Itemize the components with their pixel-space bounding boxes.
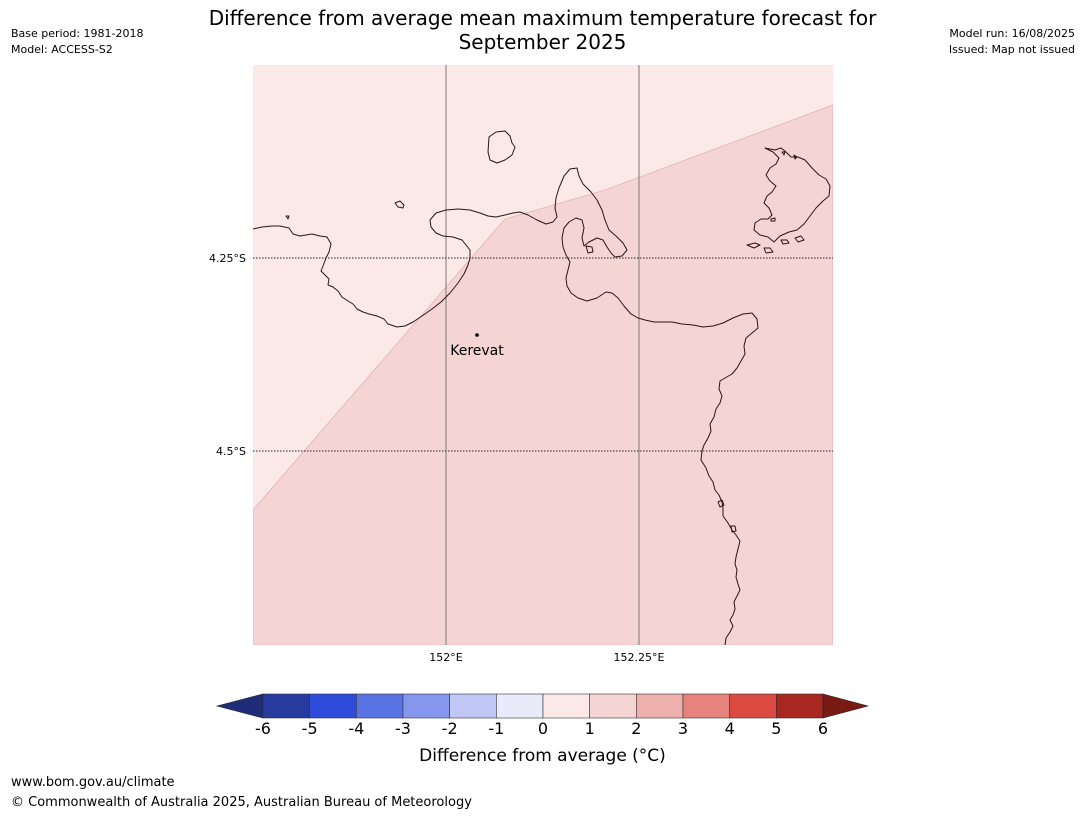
kerevat-marker — [475, 333, 479, 337]
colorbar-tick-label: -5 — [301, 719, 318, 738]
islet-bay — [585, 245, 594, 254]
colorbar — [215, 693, 870, 719]
colorbar-tick-label: -2 — [441, 719, 458, 738]
colorbar-swatch — [542, 693, 590, 719]
lon-label-152e: 152°E — [429, 651, 462, 664]
model-run-text: Model run: 16/08/2025 — [949, 27, 1075, 40]
islet-east-a — [746, 242, 761, 249]
islet-river — [717, 499, 725, 508]
colorbar-swatch — [402, 693, 450, 719]
colorbar-under-arrow — [215, 693, 264, 719]
colorbar-tick-label: 0 — [537, 719, 549, 738]
colorbar-tick-label: -1 — [488, 719, 505, 738]
colorbar-swatch — [776, 693, 824, 719]
islet-river-b — [730, 525, 737, 533]
map-title: Difference from average mean maximum tem… — [150, 6, 935, 54]
colorbar-swatch — [682, 693, 730, 719]
colorbar-tick-label: -6 — [255, 719, 271, 738]
colorbar-tick-label: -3 — [395, 719, 411, 738]
title-line-1: Difference from average mean maximum tem… — [208, 6, 877, 30]
island-group-east — [753, 147, 831, 243]
region-one-to-two — [253, 104, 833, 645]
colorbar-tick-label: 3 — [677, 719, 689, 738]
kerevat-label: Kerevat — [450, 343, 504, 359]
colorbar-swatch — [262, 693, 310, 719]
colorbar-tick-label: 2 — [631, 719, 642, 738]
coastline-main — [253, 167, 759, 645]
islet-east-d — [794, 235, 805, 243]
lon-label-152-25e: 152.25°E — [614, 651, 665, 664]
islet-east-f — [781, 151, 786, 156]
title-line-2: September 2025 — [458, 30, 627, 54]
colorbar-swatch — [496, 693, 544, 719]
meta-right: Model run: 16/08/2025 Issued: Map not is… — [949, 26, 1075, 58]
lat-label-4-5s: 4.5°S — [216, 445, 246, 458]
model-text: Model: ACCESS-S2 — [11, 43, 113, 56]
colorbar-tick-label: 1 — [584, 719, 595, 738]
coastline — [253, 130, 831, 645]
base-period-text: Base period: 1981-2018 — [11, 27, 144, 40]
islet-east-c — [780, 239, 790, 245]
meta-left: Base period: 1981-2018 Model: ACCESS-S2 — [11, 26, 143, 58]
lat-label-4-25s: 4.25°S — [209, 252, 246, 265]
islet-east-b — [763, 247, 774, 254]
colorbar-tick-label: 6 — [817, 719, 829, 738]
colorbar-tick-label: 4 — [724, 719, 735, 738]
islet-east-g — [793, 154, 798, 160]
colorbar-ticks: -6 -5 -4 -3 -2 -1 0 1 2 3 4 5 6 — [0, 719, 1085, 739]
colorbar-tick-label: 5 — [771, 719, 782, 738]
islet-east-e — [770, 217, 776, 222]
colorbar-swatch — [309, 693, 357, 719]
issued-text: Issued: Map not issued — [948, 43, 1075, 56]
colorbar-swatch — [636, 693, 684, 719]
colorbar-tick-label: -4 — [348, 719, 365, 738]
footer-url: www.bom.gov.au/climate — [11, 775, 175, 790]
colorbar-over-arrow — [822, 693, 870, 719]
colorbar-label: Difference from average (°C) — [419, 746, 666, 766]
colorbar-swatch — [589, 693, 637, 719]
colorbar-swatch — [356, 693, 404, 719]
islet-tiny-west — [285, 215, 290, 220]
island-north — [487, 130, 516, 164]
colorbar-swatch — [449, 693, 497, 719]
islet-small-west — [394, 200, 405, 209]
colorbar-swatch — [729, 693, 777, 719]
footer-copyright: © Commonwealth of Australia 2025, Austra… — [11, 795, 472, 810]
